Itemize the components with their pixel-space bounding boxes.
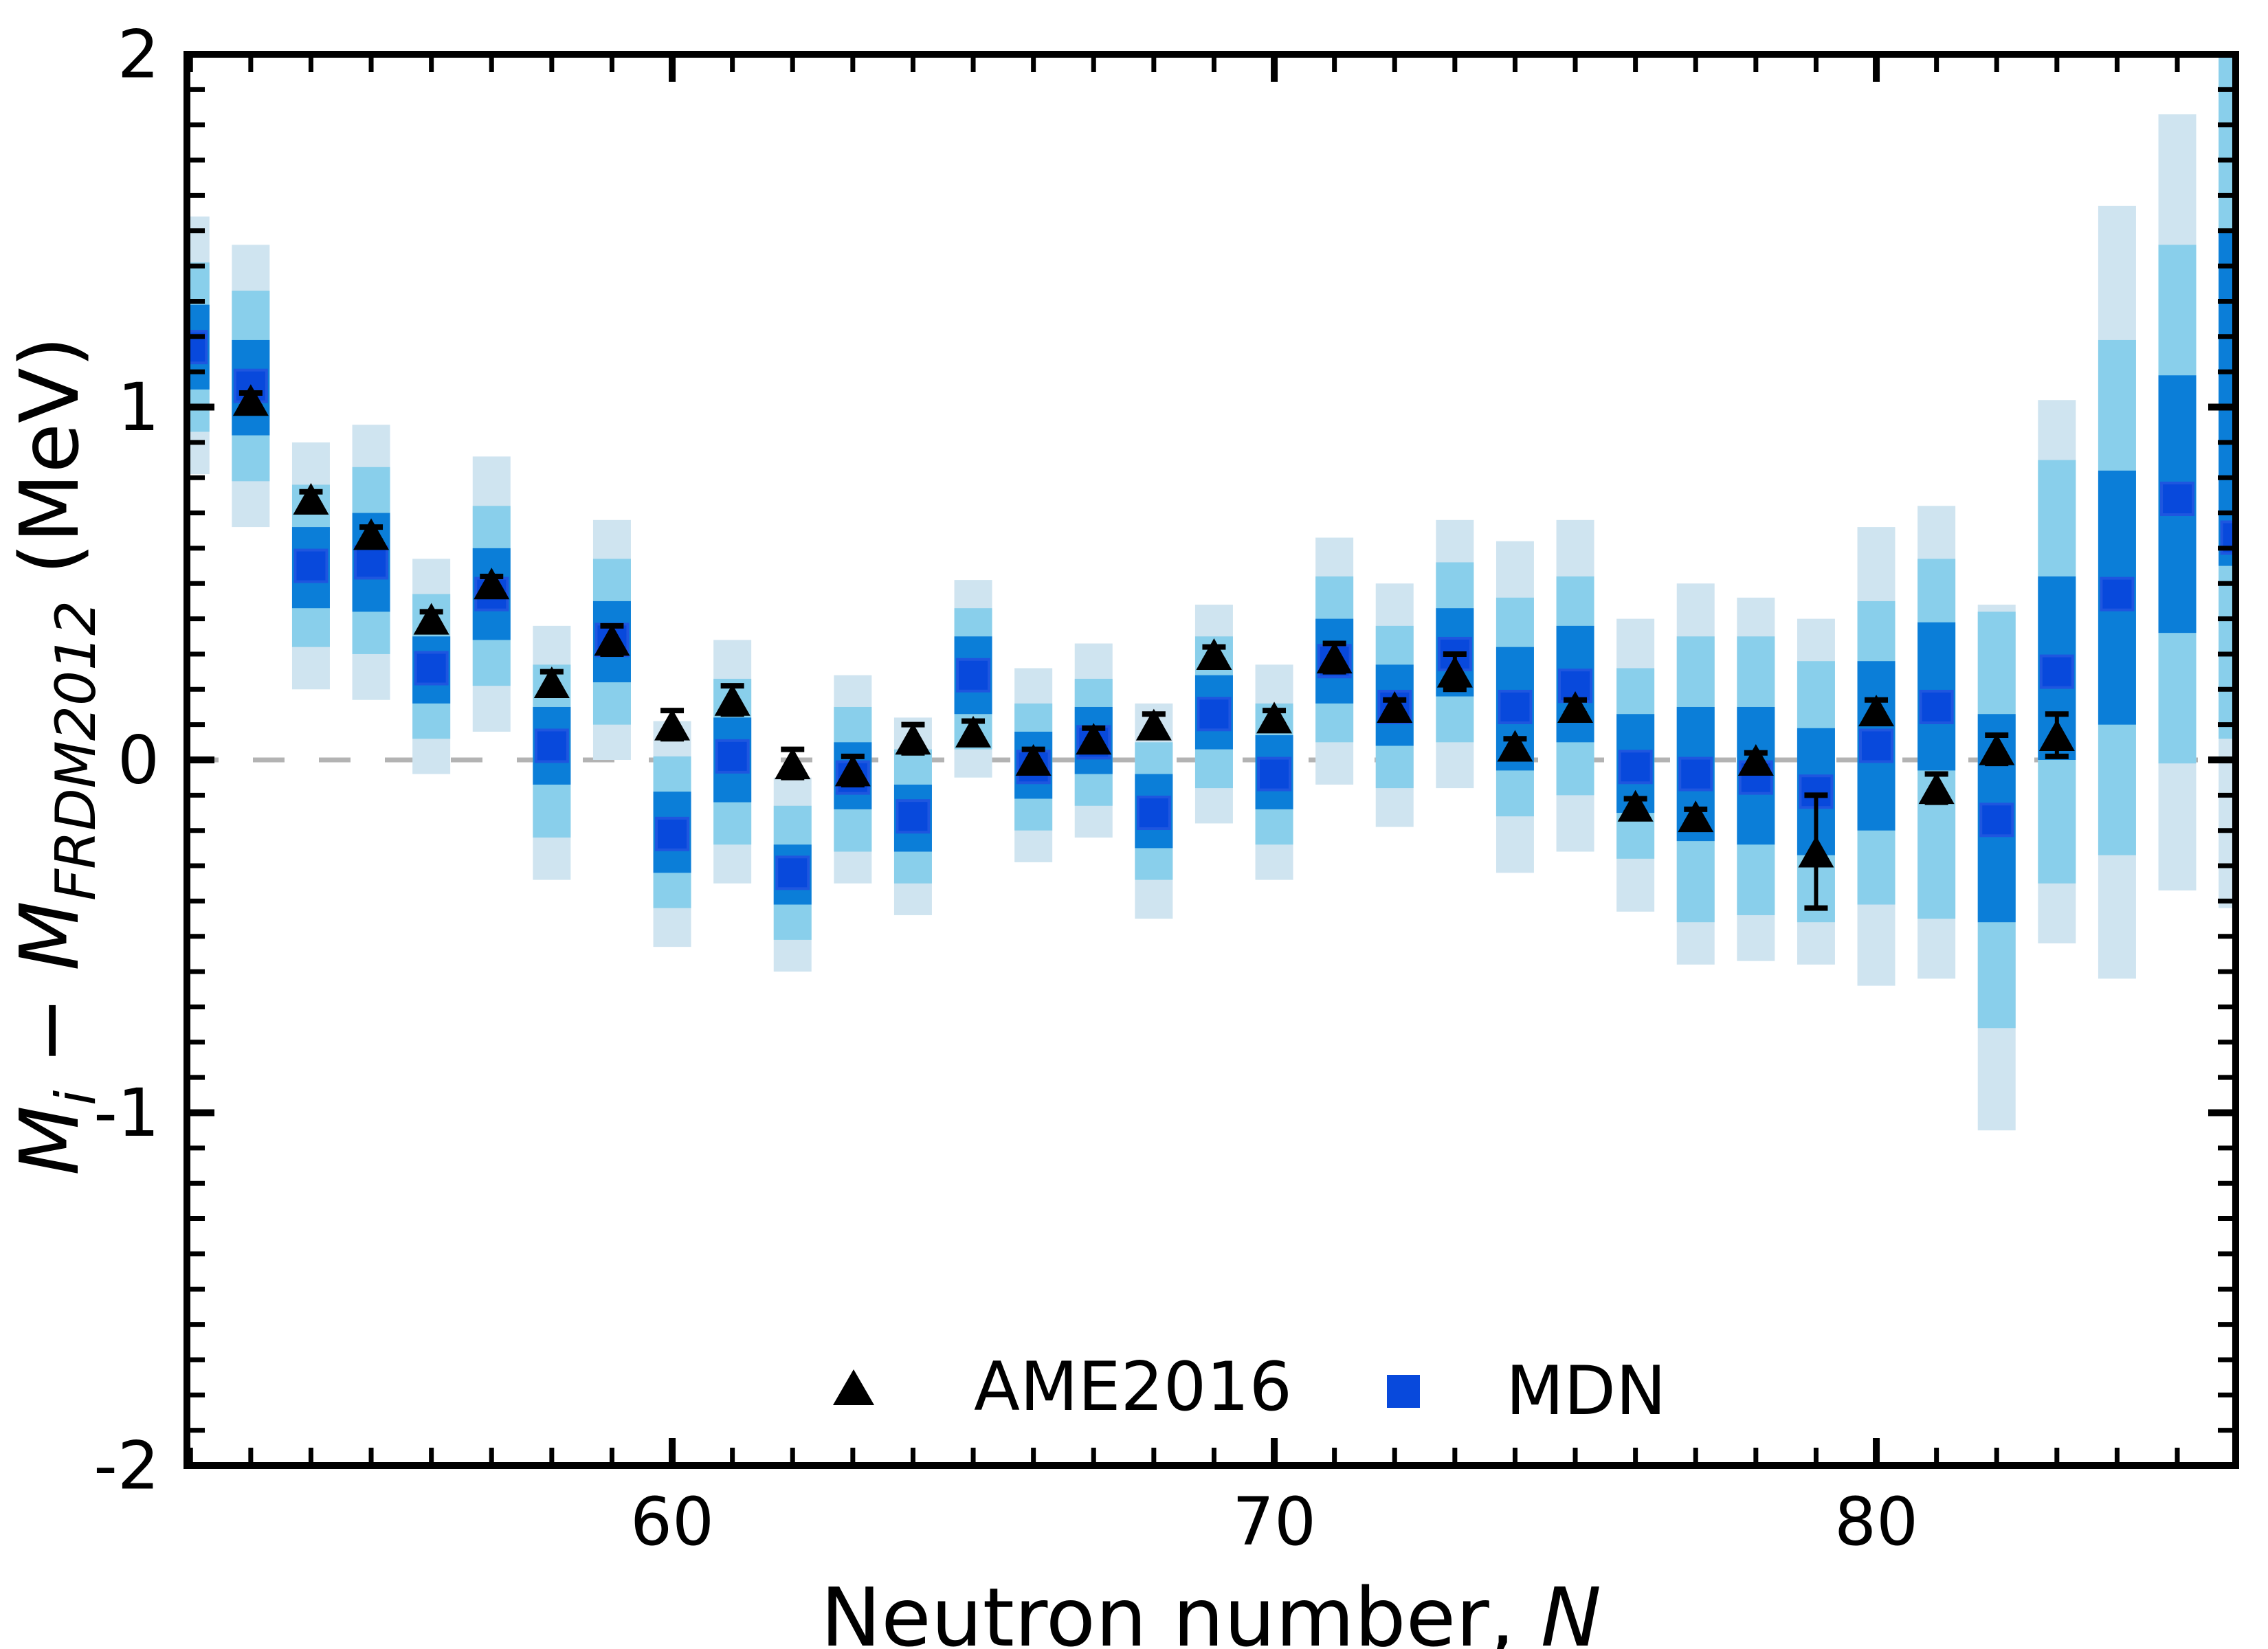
mdn-square-marker <box>2100 576 2135 612</box>
y-tick-label: 2 <box>118 16 159 93</box>
ame-triangle-marker <box>1436 655 1473 688</box>
mdn-square-marker <box>1197 697 1232 732</box>
ame-triangle-marker <box>413 603 449 635</box>
ame-triangle-marker <box>1076 723 1112 755</box>
ame-triangle-marker <box>1557 691 1594 723</box>
x-axis-title: Neutron number, N <box>821 1570 1601 1649</box>
y-tick-label: -1 <box>93 1075 159 1152</box>
mdn-square-marker <box>715 739 750 774</box>
legend-label-ame2016: AME2016 <box>974 1348 1292 1426</box>
ame-triangle-marker <box>1377 691 1413 723</box>
y-tick-label: 0 <box>118 722 159 799</box>
x-tick-label: 80 <box>1834 1483 1918 1560</box>
ame-triangle-marker <box>1617 789 1654 822</box>
ame-triangle-marker <box>1798 835 1834 868</box>
ame-triangle-marker <box>1196 638 1232 670</box>
mdn-square-marker <box>1257 756 1292 792</box>
ame-triangle-marker <box>594 624 630 656</box>
ame-triangle-marker <box>775 748 811 780</box>
mdn-square-marker <box>1678 756 1713 792</box>
mdn-square-marker <box>956 658 991 693</box>
y-tick-label: 1 <box>118 369 159 446</box>
x-tick-label: 60 <box>630 1483 714 1560</box>
ame-triangle-marker <box>895 723 931 755</box>
mdn-square-marker <box>1919 689 1954 724</box>
square-marker-icon <box>1387 1375 1420 1408</box>
mdn-square-marker <box>1498 689 1533 724</box>
ame-triangle-marker <box>1678 800 1714 833</box>
ame-triangle-marker <box>834 754 871 787</box>
legend-entry-mdn: MDN <box>1387 1352 1666 1431</box>
ame-triangle-marker <box>232 384 269 416</box>
mdn-square-marker <box>896 799 931 834</box>
ame-triangle-marker <box>1858 695 1895 727</box>
ame-triangle-marker <box>1737 744 1774 776</box>
legend-label-mdn: MDN <box>1506 1352 1667 1431</box>
x-tick-label: 70 <box>1232 1483 1316 1560</box>
ame-triangle-marker <box>2038 719 2075 752</box>
ame-triangle-marker <box>474 568 510 600</box>
y-axis-title: Mi − MFRDM2012 (MeV) <box>2 336 108 1176</box>
mdn-square-marker <box>534 728 569 763</box>
ame-triangle-marker <box>1256 702 1293 734</box>
y-tick-label: -2 <box>93 1428 159 1505</box>
legend-entry-ame2016: AME2016 <box>833 1348 1292 1426</box>
ame-triangle-marker <box>293 483 329 515</box>
ame-triangle-marker <box>353 518 390 550</box>
ame-triangle-marker <box>714 684 751 716</box>
ame-triangle-marker <box>955 715 992 748</box>
mdn-square-marker <box>1859 728 1894 763</box>
ame-triangle-marker <box>1316 642 1353 674</box>
mdn-square-marker <box>1979 803 2014 838</box>
mdn-square-marker <box>293 548 329 583</box>
ame-triangle-marker <box>654 708 691 741</box>
mdn-square-marker <box>1136 796 1171 831</box>
triangle-marker-icon <box>833 1369 874 1405</box>
mdn-square-marker <box>775 855 810 890</box>
ame-triangle-marker <box>1135 708 1172 741</box>
mdn-square-marker <box>2220 520 2236 555</box>
x-axis-variable: N <box>1540 1570 1602 1649</box>
plot-area <box>187 54 2236 1131</box>
axis-ticks <box>187 51 2236 1469</box>
ame-triangle-marker <box>1979 733 2015 765</box>
ame-triangle-marker <box>1015 744 1052 776</box>
mdn-square-marker <box>354 545 389 580</box>
ame-triangle-marker <box>533 666 570 699</box>
ame-triangle-marker <box>1918 772 1955 805</box>
mdn-square-marker <box>414 651 449 686</box>
mdn-square-marker <box>2160 482 2195 517</box>
ame-triangle-marker <box>1497 730 1533 762</box>
mdn-square-marker <box>2039 654 2074 689</box>
mdn-square-marker <box>1618 750 1653 785</box>
mdn-square-marker <box>655 816 690 851</box>
